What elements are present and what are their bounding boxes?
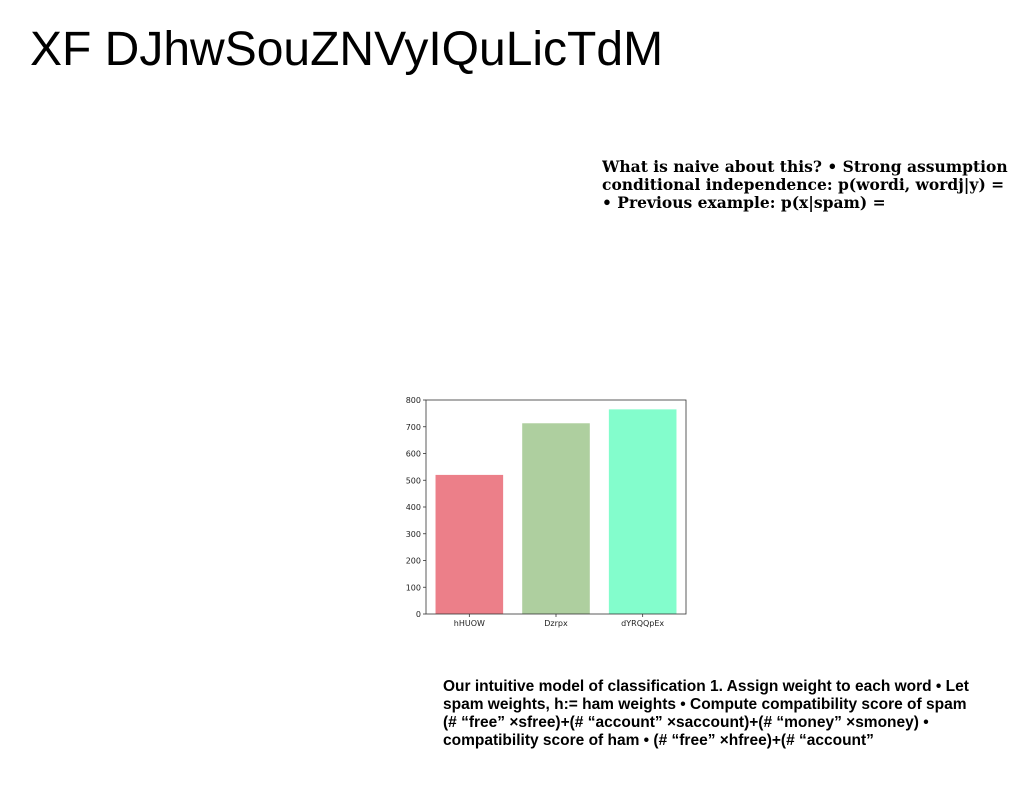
y-tick-label: 600 — [406, 450, 421, 459]
x-tick-label: Dzrpx — [544, 619, 568, 628]
y-tick-label: 200 — [406, 557, 421, 566]
bar — [608, 409, 677, 614]
y-tick-label: 700 — [406, 423, 421, 432]
x-tick-label: dYRQQpEx — [621, 619, 664, 628]
y-tick-label: 500 — [406, 476, 421, 485]
bar-chart-svg: 0 100 200 300 400 500 600 700 800 hHUOW Dzrpx dYRQQ… — [406, 396, 687, 628]
text-line: conditional independence: p(wordi, wordj… — [602, 175, 1005, 194]
y-tick-label: 300 — [406, 530, 421, 539]
text-block-top: What is naive about this? • Strong assum… — [602, 158, 1024, 212]
bar — [435, 474, 504, 614]
text-block-bottom: Our intuitive model of classification 1.… — [443, 678, 1024, 750]
text-line: What is naive about this? • Strong assum… — [602, 158, 1008, 176]
bar-chart: 0 100 200 300 400 500 600 700 800 hHUOW Dzrpx dYRQQ… — [400, 392, 692, 632]
bar — [522, 423, 590, 614]
text-line: Our intuitive model of classification 1.… — [443, 678, 969, 695]
y-tick-label: 400 — [406, 503, 421, 512]
y-tick-label: 800 — [406, 396, 421, 405]
text-line: (# “free” ×sfree)+(# “account” ×saccount… — [443, 714, 929, 731]
y-tick-label: 100 — [406, 583, 421, 592]
y-tick-label: 0 — [416, 610, 421, 619]
x-tick-label: hHUOW — [454, 619, 485, 628]
text-line: • Previous example: p(x|spam) = — [602, 193, 886, 212]
page-title: XF DJhwSouZNVyIQuLicTdM — [30, 23, 664, 76]
text-line: compatibility score of ham • (# “free” ×… — [443, 732, 874, 749]
text-line: spam weights, h:= ham weights • Compute … — [443, 696, 967, 713]
